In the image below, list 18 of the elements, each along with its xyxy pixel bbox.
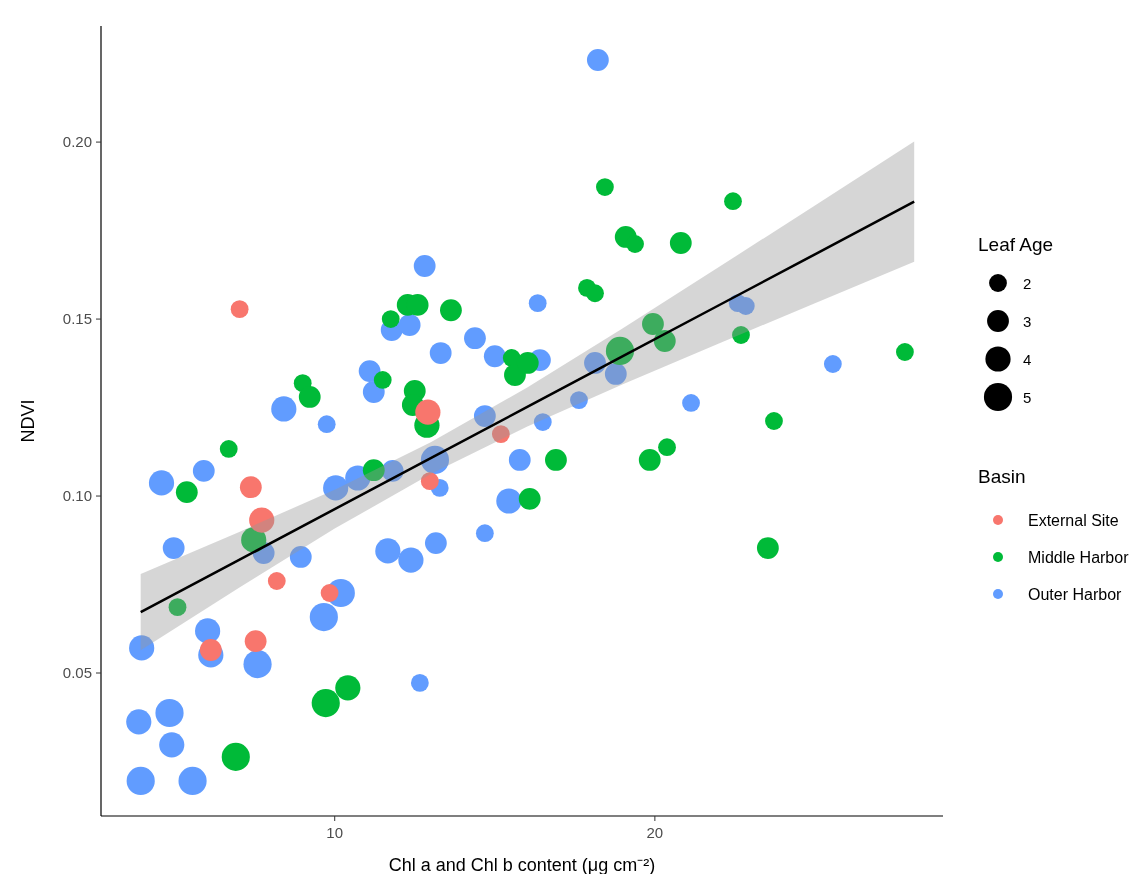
y-axis-title: NDVI [18, 399, 38, 443]
y-tick-label: 0.15 [62, 310, 92, 328]
x-tick-label: 10 [326, 824, 344, 841]
text: Leaf Age [978, 234, 1054, 255]
legend-label: 5 [1023, 389, 1032, 406]
line-series [139, 200, 916, 614]
x-tick-label: 20 [646, 824, 664, 841]
y-tick-label: 0.10 [62, 487, 92, 505]
legend-label: External Site [1028, 512, 1119, 529]
x-axis-title: Chl a and Chl b content (μg cm⁻²) [388, 855, 656, 875]
y-tick-label: 0.05 [62, 664, 92, 682]
legend-label: Outer Harbor [1028, 586, 1123, 603]
legend-label: 4 [1023, 351, 1032, 368]
legend-label: 3 [1023, 313, 1032, 330]
legend-title: Basin [978, 466, 1026, 487]
y-tick-label: 0.20 [62, 133, 92, 151]
legend-label: 2 [1023, 275, 1032, 292]
legend-label: Middle Harbor [1028, 549, 1130, 566]
